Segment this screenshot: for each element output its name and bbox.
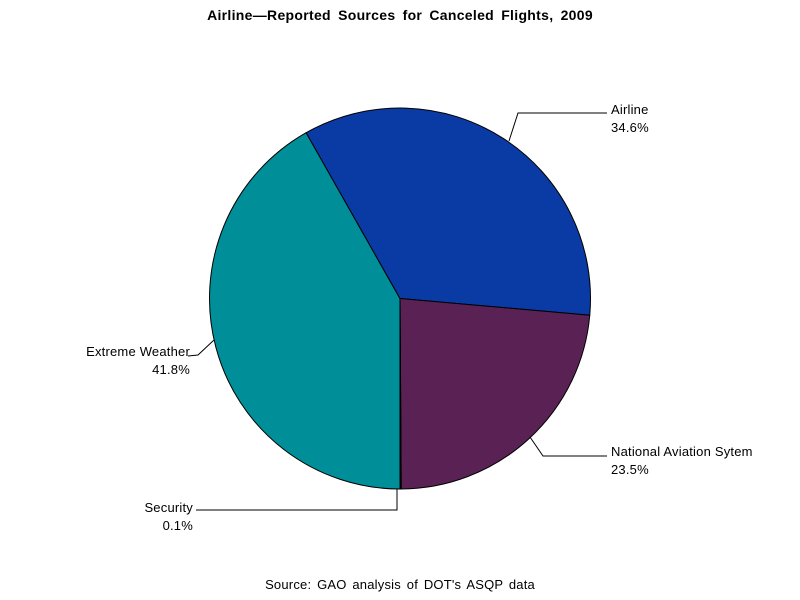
slice-label-national-aviation-sytem-pct: 23.5%: [611, 462, 649, 477]
pie-slice-national-aviation-sytem: [399, 297, 591, 490]
pie-slice-extreme-weather: [209, 132, 401, 490]
slice-label-security: Security 0.1%: [144, 499, 193, 535]
slice-label-extreme-weather-pct: 41.8%: [152, 362, 190, 377]
leader-line-extreme-weather: [187, 339, 215, 357]
slice-label-airline: Airline 34.6%: [611, 101, 649, 137]
slice-label-airline-pct: 34.6%: [611, 120, 649, 135]
slice-label-security-pct: 0.1%: [162, 518, 193, 533]
slice-label-extreme-weather: Extreme Weather 41.8%: [86, 343, 190, 379]
pie-slice-airline: [305, 107, 591, 316]
source-note: Source: GAO analysis of DOT's ASQP data: [265, 577, 535, 592]
slice-label-security-name: Security: [144, 500, 193, 515]
pie-slices: [209, 107, 591, 490]
slice-label-extreme-weather-name: Extreme Weather: [86, 344, 190, 359]
slice-label-national-aviation-sytem-name: National Aviation Sytem: [611, 444, 753, 459]
leader-line-national-aviation-sytem: [529, 436, 607, 457]
leader-line-airline: [508, 112, 607, 142]
slice-label-national-aviation-sytem: National Aviation Sytem 23.5%: [611, 443, 753, 479]
slice-label-airline-name: Airline: [611, 102, 649, 117]
leader-line-security: [196, 489, 398, 511]
chart-title: Airline—Reported Sources for Canceled Fl…: [207, 7, 593, 23]
pie-slice-security: [399, 298, 402, 490]
